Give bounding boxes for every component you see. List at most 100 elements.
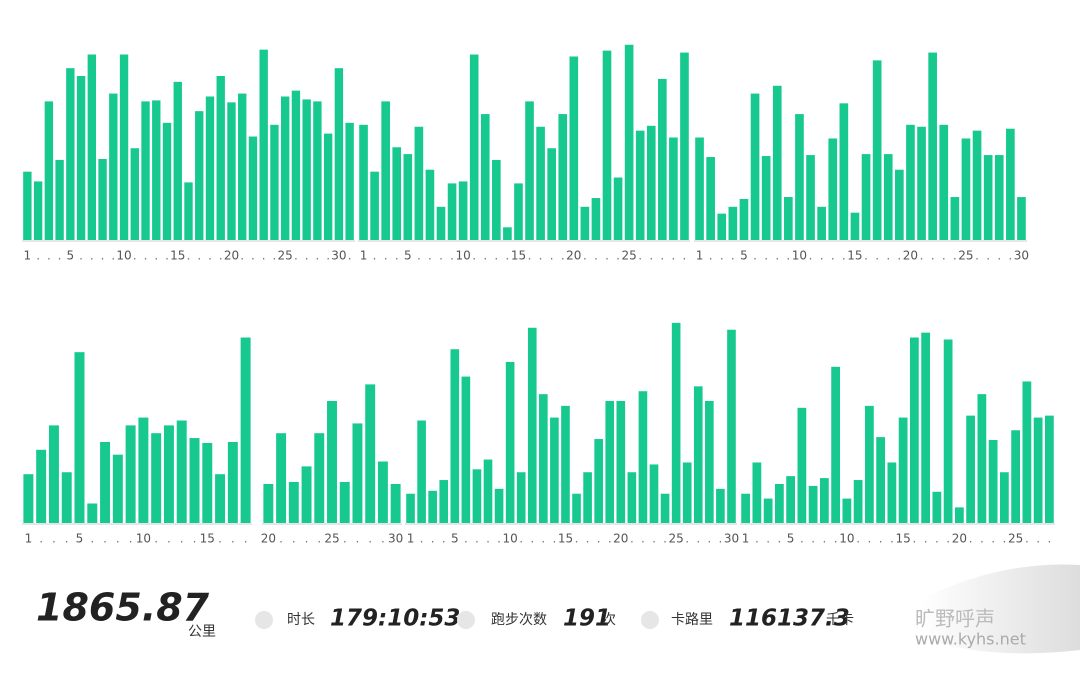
x-tick-dot: .: [583, 249, 587, 263]
x-tick-dot: .: [133, 249, 137, 263]
bar: [288, 482, 299, 523]
x-tick-dot: .: [103, 532, 107, 546]
bar: [44, 101, 54, 240]
x-tick-dot: .: [129, 532, 133, 546]
bar: [921, 332, 931, 523]
x-tick-dot: .: [464, 532, 468, 546]
bar: [561, 405, 570, 523]
x-tick-dot: .: [1025, 532, 1029, 546]
watermark-bg: [920, 564, 1080, 654]
bar: [624, 44, 634, 241]
x-tick-dot: .: [616, 249, 620, 263]
x-tick-dot: .: [709, 249, 713, 263]
x-tick-dot: .: [879, 532, 883, 546]
bar: [215, 474, 226, 523]
x-tick-dot: .: [315, 249, 319, 263]
x-tick-dot: .: [608, 532, 612, 546]
x-tick-dot: .: [946, 532, 950, 546]
x-tick-dot: .: [1036, 532, 1040, 546]
bar: [313, 101, 322, 240]
x-tick-dot: .: [696, 532, 700, 546]
x-tick-dot: .: [154, 249, 158, 263]
bar: [658, 78, 667, 240]
x-tick-dot: .: [384, 249, 388, 263]
x-tick-label: 5: [787, 532, 795, 546]
duration: 179:10:53: [330, 606, 460, 632]
x-tick-dot: .: [90, 249, 94, 263]
bar: [163, 425, 174, 523]
bar: [527, 327, 537, 523]
x-tick-label: 1: [24, 249, 32, 263]
x-tick-dot: .: [52, 532, 56, 546]
x-tick-dot: .: [953, 249, 957, 263]
x-tick-dot: .: [766, 532, 770, 546]
bar: [839, 103, 849, 240]
x-tick-label: 30: [1014, 249, 1029, 263]
x-tick-dot: .: [305, 532, 309, 546]
bar: [660, 493, 670, 523]
x-tick-dot: .: [718, 532, 722, 546]
x-tick-label: 15: [847, 249, 862, 263]
x-tick-label: 25: [958, 249, 973, 263]
bar: [774, 483, 784, 523]
x-tick-label: 1: [360, 249, 368, 263]
x-tick-dot: .: [912, 532, 916, 546]
x-tick-dot: .: [395, 249, 399, 263]
x-tick-label: 1: [696, 249, 704, 263]
bar: [390, 483, 401, 523]
bar: [503, 227, 512, 240]
bar: [1006, 128, 1015, 240]
x-tick-label: 20: [261, 532, 276, 546]
bar: [550, 417, 559, 523]
x-tick-dot: .: [820, 249, 824, 263]
x-tick-dot: .: [809, 249, 813, 263]
bar: [525, 101, 534, 240]
x-tick-dot: .: [116, 532, 120, 546]
bar: [917, 126, 926, 240]
bar: [66, 68, 75, 240]
bar: [270, 124, 279, 240]
x-tick-dot: .: [811, 532, 815, 546]
bar: [100, 441, 111, 523]
bar: [943, 339, 953, 523]
x-tick-label: 5: [404, 249, 412, 263]
x-tick-dot: .: [630, 532, 634, 546]
bar: [928, 52, 937, 241]
x-tick-dot: .: [262, 249, 266, 263]
bar: [831, 366, 841, 523]
x-tick-label: 1: [25, 532, 33, 546]
bar: [152, 100, 161, 241]
bar: [669, 137, 678, 240]
x-tick-dot: .: [439, 249, 443, 263]
bar: [705, 400, 714, 523]
bar: [176, 420, 187, 523]
bar: [33, 181, 43, 240]
x-tick-dot: .: [450, 249, 454, 263]
x-tick-dot: .: [1008, 249, 1012, 263]
x-tick-label: 10: [136, 532, 151, 546]
x-tick-dot: .: [685, 532, 689, 546]
bar: [1022, 381, 1032, 523]
bar: [125, 425, 136, 523]
bar: [750, 93, 760, 240]
bar: [616, 400, 626, 523]
bar: [1044, 415, 1054, 523]
x-tick-label: 25: [668, 532, 683, 546]
bar: [61, 472, 72, 523]
bar: [602, 50, 612, 240]
bar: [638, 391, 648, 523]
x-tick-label: 15: [511, 249, 526, 263]
icon: [641, 611, 659, 629]
x-tick-dot: .: [586, 532, 590, 546]
bar: [613, 177, 623, 240]
x-tick-dot: .: [800, 532, 804, 546]
bar: [594, 439, 603, 523]
bar: [795, 114, 804, 240]
x-tick-dot: .: [231, 532, 235, 546]
x-tick-dot: .: [240, 249, 244, 263]
bar: [370, 171, 379, 240]
bar: [74, 352, 85, 523]
x-tick-label: 5: [451, 532, 459, 546]
bar: [472, 469, 482, 523]
bar: [547, 148, 556, 240]
